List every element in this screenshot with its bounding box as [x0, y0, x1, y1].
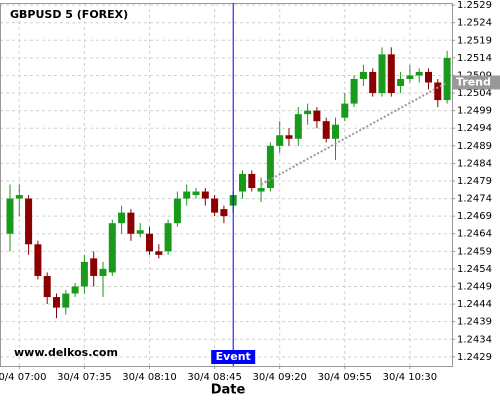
candle-body: [211, 198, 219, 213]
trend-line: [260, 81, 448, 186]
watermark: www.delkos.com: [14, 346, 118, 359]
candle-body: [43, 275, 51, 298]
candle-body: [397, 78, 405, 87]
y-tick-label: 1.2484: [457, 158, 492, 169]
candle-body: [183, 191, 191, 199]
candle-body: [294, 114, 302, 139]
candle-body: [276, 135, 284, 146]
y-tick-label: 1.2504: [457, 88, 492, 99]
candle-body: [136, 230, 144, 234]
x-axis-label: Date: [211, 383, 246, 398]
candle-body: [53, 297, 60, 308]
candle-body: [434, 82, 442, 101]
candle-body: [239, 173, 246, 192]
y-tick-label: 1.2474: [457, 194, 492, 205]
candle-body: [378, 54, 386, 94]
x-tick-label: 30/4 07:35: [57, 372, 111, 383]
candle-body: [164, 223, 172, 252]
y-tick-label: 1.2524: [457, 18, 492, 29]
candle-body: [369, 71, 377, 94]
candle-body: [146, 233, 153, 252]
y-tick-label: 1.2519: [457, 35, 492, 46]
candle-body: [220, 209, 228, 217]
y-tick-label: 1.2444: [457, 299, 492, 310]
candle-body: [359, 71, 367, 79]
candle-body: [313, 110, 321, 122]
candle-body: [285, 135, 293, 139]
y-tick-label: 1.2464: [457, 229, 492, 240]
candle-body: [90, 258, 98, 276]
candles: [6, 47, 451, 319]
y-tick-label: 1.2469: [457, 211, 492, 222]
candle-body: [71, 286, 79, 294]
trend-label: Trend: [456, 75, 491, 88]
candle-body: [266, 145, 274, 189]
candle-body: [155, 251, 163, 255]
y-tick-label: 1.2499: [457, 106, 492, 117]
x-tick-label: 30/4 08:10: [122, 372, 176, 383]
candle-body: [62, 293, 70, 308]
x-tick-label: 30/4 09:55: [318, 372, 372, 383]
candle-body: [25, 198, 33, 245]
candle-body: [304, 110, 312, 115]
candle-body: [332, 124, 339, 139]
candle-body: [173, 198, 181, 224]
y-tick-label: 1.2489: [457, 141, 492, 152]
candle-body: [415, 71, 423, 76]
candle-body: [192, 191, 200, 196]
grid: [0, 3, 452, 366]
candle-body: [443, 57, 451, 101]
candle-body: [350, 78, 358, 104]
candle-body: [257, 188, 265, 192]
y-tick-label: 1.2429: [457, 352, 492, 363]
x-tick-label: 30/4 09:20: [252, 372, 306, 383]
candle-body: [387, 54, 395, 94]
y-tick-label: 1.2514: [457, 53, 492, 64]
trend-label-box: [453, 75, 500, 90]
y-tick-label: 1.2434: [457, 334, 492, 345]
candle-body: [99, 268, 107, 276]
candle-body: [6, 198, 14, 234]
y-tick-label: 1.2494: [457, 123, 492, 134]
x-tick-label: 30/4 07:00: [0, 372, 47, 383]
y-tick-label: 1.2479: [457, 176, 492, 187]
y-tick-label: 1.2529: [457, 0, 492, 11]
event-label: Event: [216, 350, 251, 363]
chart-title: GBPUSD 5 (FOREX): [10, 8, 128, 21]
candle-body: [341, 103, 349, 118]
y-tick-label: 1.2454: [457, 264, 492, 275]
candle-body: [248, 173, 256, 189]
candle-body: [15, 195, 23, 199]
x-tick-label: 30/4 08:45: [187, 372, 241, 383]
y-tick-label: 1.2439: [457, 317, 492, 328]
candle-body: [34, 244, 42, 276]
y-tick-label: 1.2459: [457, 246, 492, 257]
candle-body: [322, 121, 330, 139]
candle-body: [108, 223, 116, 273]
plot-border: [0, 3, 453, 367]
candle-body: [127, 212, 135, 234]
candle-body: [201, 191, 209, 199]
candle-body: [118, 212, 126, 224]
x-tick-label: 30/4 10:30: [383, 372, 437, 383]
event-label-box: [211, 350, 256, 364]
y-tick-label: 1.2449: [457, 282, 492, 293]
candle-body: [406, 75, 414, 79]
candle-body: [425, 71, 432, 83]
candle-body: [80, 261, 88, 287]
